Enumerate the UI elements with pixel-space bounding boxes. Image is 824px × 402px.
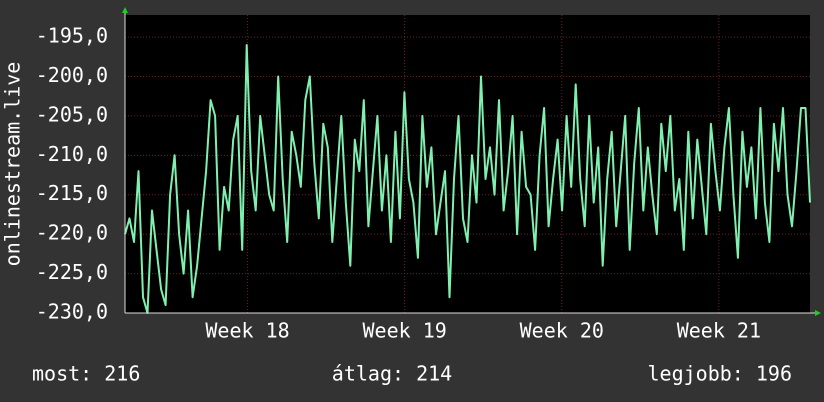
x-arrow — [815, 310, 821, 316]
data-line — [124, 44, 811, 314]
footer-average: átlag: 214 — [332, 362, 452, 386]
x-tick-label: Week 21 — [677, 319, 761, 343]
y-tick-label: -225,0 — [36, 260, 108, 284]
y-tick-label: -230,0 — [36, 300, 108, 324]
y-axis-label: onlinestream.live — [1, 62, 25, 267]
plot-area — [125, 15, 810, 313]
footer-current: most: 216 — [32, 362, 140, 386]
y-tick-label: -195,0 — [36, 24, 108, 48]
footer-max: legjobb: 196 — [648, 362, 793, 386]
x-tick-label: Week 20 — [520, 319, 604, 343]
y-tick-label: -220,0 — [36, 221, 108, 245]
y-arrow — [122, 7, 128, 13]
y-tick-label: -215,0 — [36, 181, 108, 205]
marks — [124, 44, 811, 314]
x-tick-label: Week 18 — [205, 319, 289, 343]
y-tick-label: -205,0 — [36, 102, 108, 126]
y-tick-label: -210,0 — [36, 142, 108, 166]
x-tick-label: Week 19 — [363, 319, 447, 343]
y-tick-label: -200,0 — [36, 63, 108, 87]
